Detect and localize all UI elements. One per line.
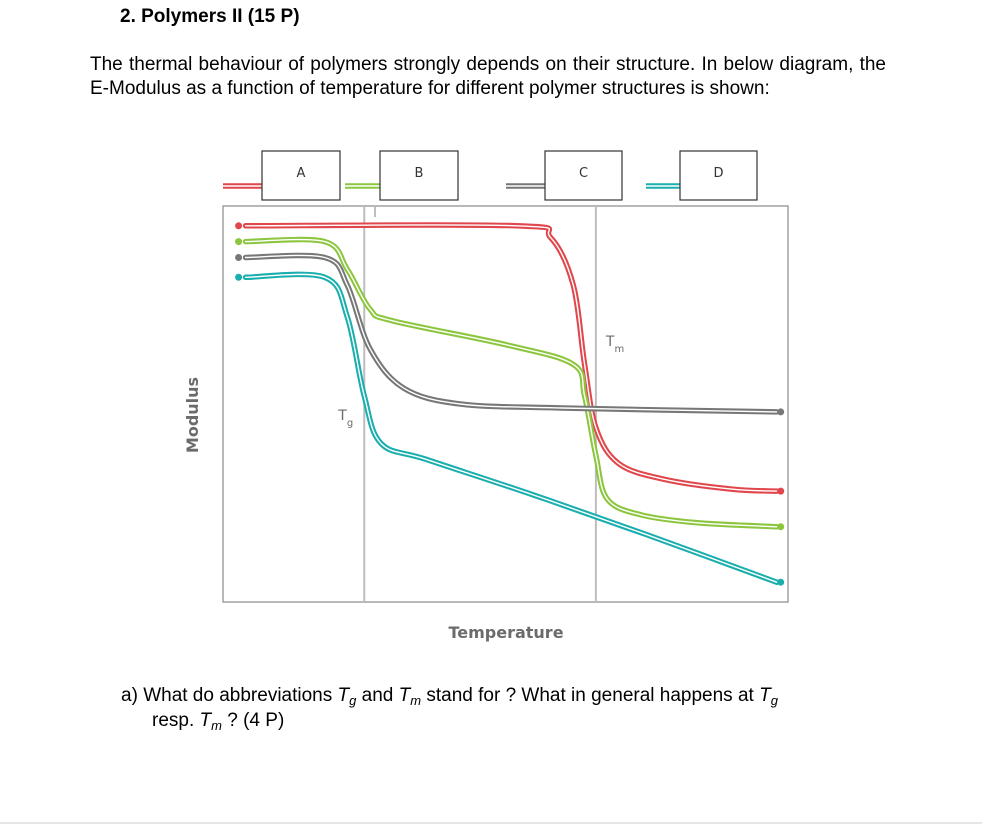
question-heading: 2. Polymers II (15 P) <box>120 6 300 27</box>
points-text: ? (4 P) <box>221 710 285 731</box>
series-green-highlight <box>244 238 778 528</box>
legend-box-d <box>679 150 758 201</box>
question-line-1: a) What do abbreviations Tg and Tm stand… <box>121 683 891 708</box>
question-text: resp. <box>152 710 200 731</box>
chart-legend: A B C D <box>223 150 758 201</box>
ref-label-tg: Tg <box>337 408 353 429</box>
series-red-end-dot <box>777 487 785 495</box>
ref-label-tm: Tm <box>605 334 624 355</box>
tg-symbol: Tg <box>337 685 357 708</box>
legend-box-label-a: A <box>297 166 306 181</box>
series-teal-line <box>242 271 780 585</box>
series-green-end-dot <box>777 523 785 531</box>
page-bottom-rule <box>0 822 982 824</box>
series-teal-end-dot <box>777 578 785 586</box>
legend-box-label-b: B <box>415 166 424 181</box>
series-red-highlight <box>244 224 778 492</box>
question-text: and <box>356 685 399 706</box>
series-gray-highlight <box>244 254 778 413</box>
tm-symbol: Tm <box>199 710 222 733</box>
part-label: a) <box>121 685 138 706</box>
question-text: stand for ? What in general happens at <box>421 685 760 706</box>
legend-box-c <box>544 150 623 201</box>
legend-box-label-d: D <box>713 166 723 181</box>
legend-box-label-c: C <box>579 166 588 181</box>
x-axis-label: Temperature <box>448 623 563 642</box>
intro-paragraph: The thermal behaviour of polymers strong… <box>90 54 886 99</box>
question-line-2: resp. Tm ? (4 P) <box>121 708 891 733</box>
legend-box-a <box>261 150 341 201</box>
plot-frame <box>222 205 789 603</box>
question-text: What do abbreviations <box>143 685 338 706</box>
series-gray-start-dot <box>235 253 243 261</box>
series-red-start-dot <box>235 222 243 230</box>
series-teal-highlight <box>244 273 778 583</box>
series-teal-start-dot <box>235 273 243 281</box>
series-red-line <box>242 222 780 494</box>
tm-symbol: Tm <box>398 685 422 708</box>
tg-symbol: Tg <box>759 685 778 708</box>
series-gray-end-dot <box>777 408 785 416</box>
y-axis-label: Modulus <box>183 377 202 453</box>
legend-box-b <box>379 150 459 201</box>
series-green-start-dot <box>235 238 243 246</box>
question-part-a: a) What do abbreviations Tg and Tm stand… <box>121 683 891 733</box>
series-group <box>235 222 785 586</box>
